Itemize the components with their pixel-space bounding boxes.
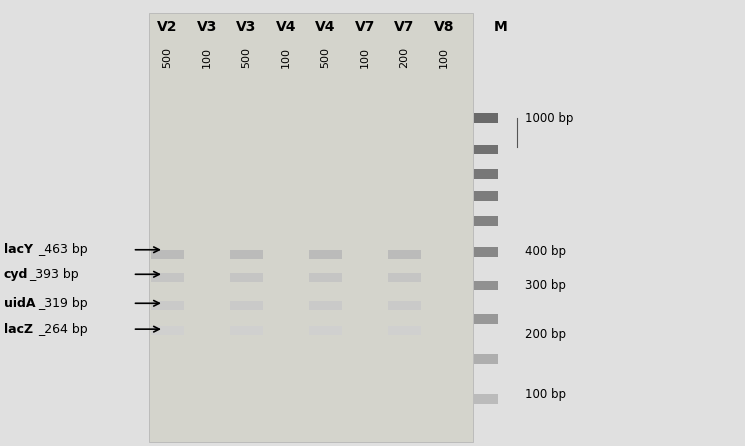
Text: V8: V8 xyxy=(434,20,454,34)
Bar xyxy=(474,281,498,290)
Text: V4: V4 xyxy=(276,20,297,34)
Text: _393 bp: _393 bp xyxy=(30,268,79,281)
Text: 400 bp: 400 bp xyxy=(525,245,566,259)
Text: V7: V7 xyxy=(394,20,415,34)
Bar xyxy=(309,301,342,310)
Bar xyxy=(230,301,263,310)
Text: lacZ: lacZ xyxy=(4,322,33,336)
Text: V4: V4 xyxy=(315,20,336,34)
Text: cyd: cyd xyxy=(4,268,28,281)
Text: V7: V7 xyxy=(355,20,375,34)
Bar xyxy=(474,216,498,226)
Bar xyxy=(388,273,421,282)
Text: V2: V2 xyxy=(157,20,178,34)
Text: 100 bp: 100 bp xyxy=(525,388,566,401)
Bar xyxy=(230,273,263,282)
Bar xyxy=(474,394,498,404)
Text: 100: 100 xyxy=(202,47,212,68)
Text: 500: 500 xyxy=(241,47,252,68)
Bar xyxy=(388,250,421,259)
Bar xyxy=(474,191,498,201)
Text: 100: 100 xyxy=(281,47,291,68)
Bar xyxy=(151,301,184,310)
Text: 500: 500 xyxy=(320,47,331,68)
Text: V3: V3 xyxy=(236,20,257,34)
Bar xyxy=(388,301,421,310)
Bar xyxy=(474,145,498,154)
Bar xyxy=(388,326,421,334)
Bar xyxy=(474,113,498,123)
Bar xyxy=(151,250,184,259)
Bar xyxy=(309,273,342,282)
Text: _264 bp: _264 bp xyxy=(38,322,88,336)
Text: _319 bp: _319 bp xyxy=(38,297,88,310)
Text: 100: 100 xyxy=(360,47,370,68)
Bar xyxy=(151,326,184,334)
Bar xyxy=(474,169,498,179)
Bar xyxy=(230,326,263,334)
Text: uidA: uidA xyxy=(4,297,35,310)
Text: 100: 100 xyxy=(439,47,449,68)
Bar xyxy=(309,326,342,334)
Bar xyxy=(149,13,473,442)
Bar xyxy=(230,250,263,259)
Text: 200: 200 xyxy=(399,47,410,68)
Bar xyxy=(474,247,498,257)
Text: V3: V3 xyxy=(197,20,218,34)
Bar xyxy=(151,273,184,282)
Text: lacY: lacY xyxy=(4,243,33,256)
Bar xyxy=(474,354,498,364)
Text: 500: 500 xyxy=(162,47,173,68)
Text: 300 bp: 300 bp xyxy=(525,279,566,292)
Text: 1000 bp: 1000 bp xyxy=(525,112,574,125)
Text: M: M xyxy=(494,20,507,34)
Bar xyxy=(474,314,498,324)
Bar xyxy=(309,250,342,259)
Text: 200 bp: 200 bp xyxy=(525,328,566,341)
Text: _463 bp: _463 bp xyxy=(38,243,88,256)
